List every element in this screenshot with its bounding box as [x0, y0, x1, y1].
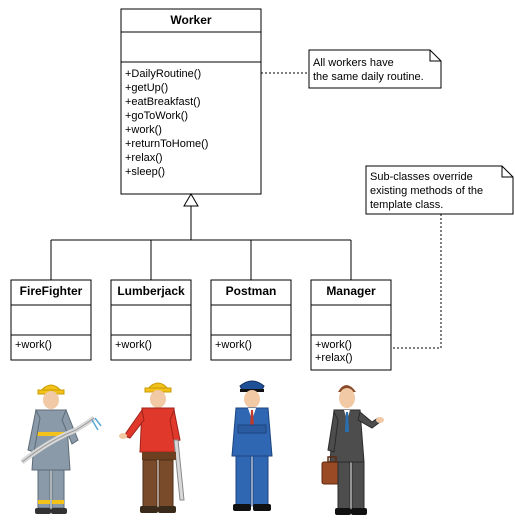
manager-class: Manager +work() +relax()	[310, 279, 392, 371]
lumberjack-method: +work()	[115, 339, 152, 351]
note-line: existing methods of the	[370, 185, 483, 197]
lumberjack-class-name: Lumberjack	[117, 284, 185, 298]
note-line: All workers have	[313, 57, 394, 69]
firefighter-class-box	[10, 279, 92, 361]
worker-class-box	[120, 8, 262, 195]
manager-figure	[321, 385, 384, 515]
note-fold	[501, 166, 513, 178]
note-line: template class.	[370, 199, 443, 211]
note-connector	[391, 214, 442, 349]
worker-class-name: Worker	[170, 13, 211, 27]
note-box	[365, 165, 514, 215]
firefighter-class-name: FireFighter	[20, 284, 83, 298]
worker-method: +DailyRoutine()	[125, 68, 201, 80]
worker-method: +eatBreakfast()	[125, 96, 201, 108]
lumberjack-class-box	[110, 279, 192, 361]
postman-class: Postman +work()	[210, 279, 292, 361]
worker-method: +getUp()	[125, 82, 168, 94]
note-fold	[429, 50, 441, 62]
manager-class-name: Manager	[326, 284, 376, 298]
note-box	[308, 49, 442, 89]
worker-class: Worker +DailyRoutine() +getUp() +eatBrea…	[120, 8, 262, 195]
worker-method: +returnToHome()	[125, 138, 208, 150]
worker-method: +sleep()	[125, 166, 165, 178]
lumberjack-figure	[119, 382, 185, 513]
postman-method: +work()	[215, 339, 252, 351]
note-routine: All workers have the same daily routine.	[261, 49, 442, 89]
manager-method: +work()	[315, 339, 352, 351]
note-line: the same daily routine.	[313, 71, 424, 83]
inheritance-connector	[50, 193, 352, 280]
inheritance-arrow	[183, 193, 199, 207]
note-line: Sub-classes override	[370, 171, 473, 183]
manager-class-box	[310, 279, 392, 371]
worker-method: +relax()	[125, 152, 163, 164]
firefighter-method: +work()	[15, 339, 52, 351]
worker-method: +work()	[125, 124, 162, 136]
manager-method: +relax()	[315, 352, 353, 364]
firefighter-class: FireFighter +work()	[10, 279, 92, 361]
lumberjack-class: Lumberjack +work()	[110, 279, 192, 361]
postman-class-box	[210, 279, 292, 361]
postman-figure	[231, 380, 273, 511]
postman-class-name: Postman	[226, 284, 277, 298]
firefighter-figure	[20, 384, 102, 514]
worker-method: +goToWork()	[125, 110, 188, 122]
note-override: Sub-classes override existing methods of…	[365, 165, 514, 349]
